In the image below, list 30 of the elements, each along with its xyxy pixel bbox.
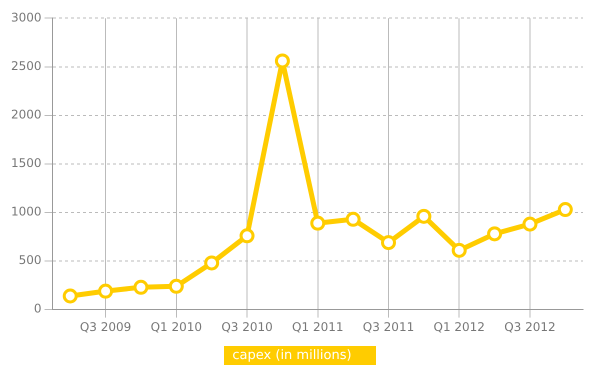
point: [310, 216, 326, 231]
y-tick-label: 2500: [10, 58, 42, 73]
y-tick-label: 1000: [10, 204, 42, 219]
x-tick-label: Q1 2010: [150, 320, 202, 334]
point: [381, 235, 396, 250]
x-tick-label: Q1 2011: [292, 320, 344, 334]
x-tick-label: Q3 2010: [221, 320, 273, 334]
x-tick-label: Q3 2012: [504, 320, 556, 334]
point: [558, 202, 573, 218]
x-tick-label: Q1 2012: [434, 320, 485, 334]
point: [98, 284, 114, 299]
y-tick-label: 3000: [10, 10, 42, 24]
y-tick-label: 500: [18, 253, 42, 268]
point: [522, 216, 538, 232]
y-tick-label: 2000: [10, 107, 42, 122]
point: [133, 280, 148, 295]
point: [487, 226, 502, 242]
point: [274, 53, 290, 68]
point: [168, 278, 184, 294]
point: [452, 242, 467, 258]
x-tick-label: Q3 2009: [80, 320, 132, 334]
y-tick-label: 1500: [10, 156, 42, 170]
point: [416, 208, 432, 224]
x-tick-label: Q3 2011: [362, 320, 414, 334]
point: [62, 288, 78, 304]
point: [346, 212, 361, 227]
y-tick-label: 0: [34, 302, 42, 316]
text: capex (in millions): [224, 346, 376, 365]
point: [204, 255, 220, 270]
point: [240, 228, 255, 244]
